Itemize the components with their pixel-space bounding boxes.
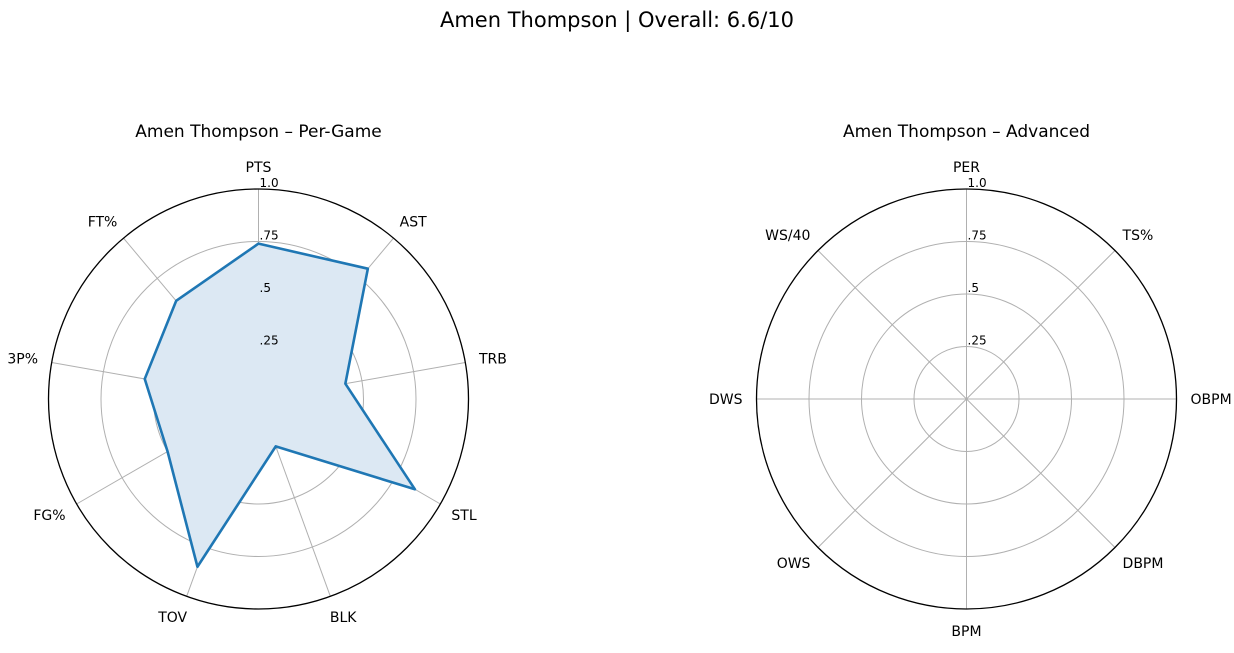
series-fill: [144, 243, 415, 567]
radial-tick-label: .5: [968, 281, 979, 295]
radial-tick-label: 1.0: [260, 176, 279, 190]
axis-label-ts-pct: TS%: [1122, 228, 1154, 244]
spoke-dbpm: [966, 398, 1116, 548]
panel-title: Amen Thompson – Advanced: [843, 122, 1090, 142]
axis-label-dbpm: DBPM: [1123, 556, 1164, 572]
axis-label-per: PER: [953, 160, 980, 176]
spoke-ows: [817, 398, 967, 548]
radial-tick-label: .5: [260, 281, 271, 295]
radial-tick-label: .75: [260, 229, 279, 243]
radial-tick-label: .25: [968, 334, 987, 348]
radar-chart-per-game: Amen Thompson – Per-Game PTS AST TRB STL BLK T…: [7, 122, 506, 626]
axis-label-ast: AST: [400, 214, 427, 230]
polar-frame: [755, 188, 1178, 610]
axis-label-trb: TRB: [478, 352, 507, 368]
axis-label-obpm: OBPM: [1191, 392, 1232, 408]
radial-tick-label: .75: [968, 229, 987, 243]
axis-label-bpm: BPM: [951, 624, 981, 640]
axis-label-3p-pct: 3P%: [7, 352, 38, 368]
figure-title: Amen Thompson | Overall: 6.6/10: [439, 8, 795, 32]
axis-label-ows: OWS: [777, 556, 811, 572]
axis-label-dws: DWS: [709, 392, 743, 408]
axis-label-tov: TOV: [157, 610, 187, 626]
radial-tick-label: .25: [260, 334, 279, 348]
axis-label-pts: PTS: [246, 160, 272, 176]
axis-label-ft-pct: FT%: [88, 214, 118, 230]
spoke-ts-pct: [966, 250, 1116, 400]
series-line: [143, 242, 417, 569]
radial-tick-label: 1.0: [968, 176, 987, 190]
spoke-ws-40: [817, 250, 967, 400]
axis-label-blk: BLK: [330, 610, 357, 626]
axis-label-fg-pct: FG%: [33, 508, 65, 524]
radar-chart-advanced: Amen Thompson – Advanced PER TS% OBPM DBPM BP…: [709, 122, 1232, 640]
axis-label-ws-40: WS/40: [765, 228, 810, 244]
polar-frame: [47, 188, 470, 610]
panel-title: Amen Thompson – Per-Game: [135, 122, 381, 142]
axis-label-stl: STL: [451, 508, 476, 524]
